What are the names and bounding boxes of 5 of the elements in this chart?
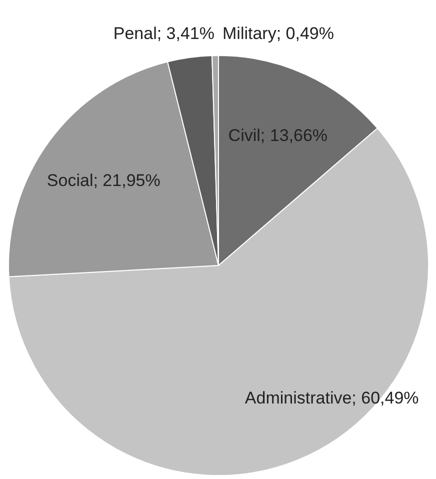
slice-label: Penal; 3,41% xyxy=(113,24,215,43)
slice-label: Military; 0,49% xyxy=(222,24,334,43)
slice-label: Social; 21,95% xyxy=(46,171,160,190)
slice-label: Civil; 13,66% xyxy=(228,126,328,146)
slice-label: Administrative; 60,49% xyxy=(244,388,419,408)
